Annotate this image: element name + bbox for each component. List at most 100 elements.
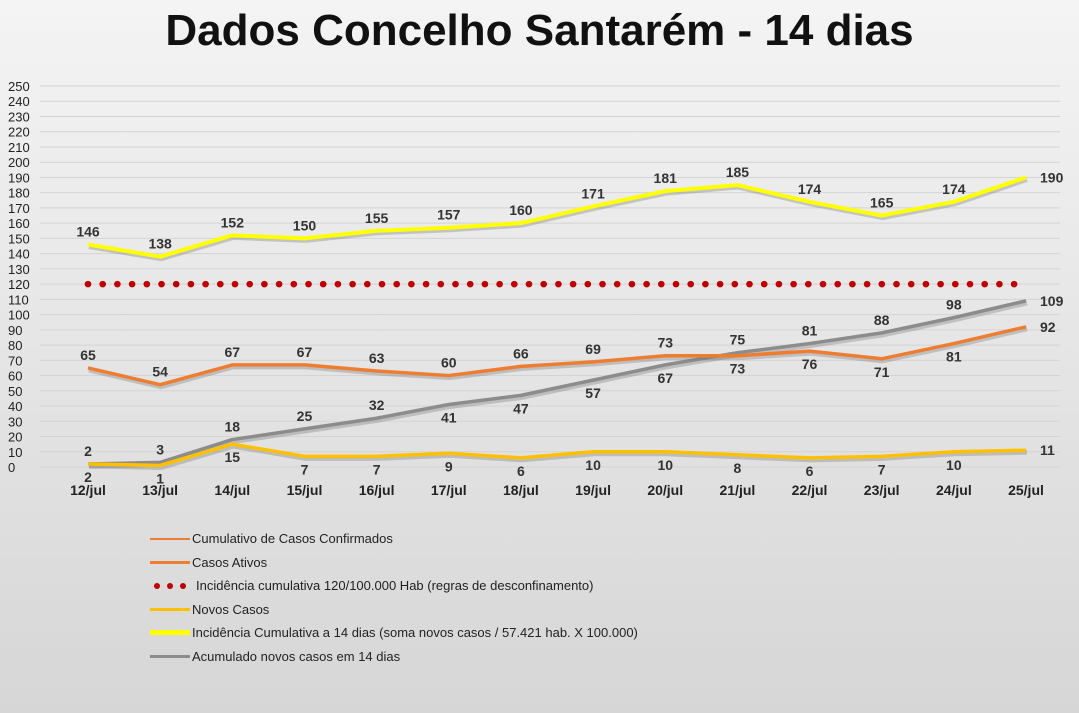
threshold-dot [84,280,92,288]
x-tick-label: 23/jul [864,482,900,498]
data-label: 32 [369,397,385,413]
threshold-dot [496,280,503,288]
y-tick-label: 220 [8,125,30,140]
data-label: 67 [297,344,313,360]
data-label: 7 [878,461,886,477]
threshold-dot [187,280,195,288]
data-label: 88 [874,312,890,328]
threshold-dot [819,280,827,288]
data-label: 73 [657,335,673,351]
threshold-dot [555,280,562,288]
data-label: 57 [585,385,601,401]
data-label: 6 [806,463,814,479]
x-tick-label: 13/jul [142,482,178,498]
data-label: 152 [221,214,245,230]
data-label: 155 [365,210,389,226]
y-tick-label: 10 [8,445,22,460]
y-tick-label: 170 [8,201,30,216]
threshold-dot [231,280,239,288]
threshold-dot [408,280,415,288]
y-tick-label: 100 [8,308,30,323]
data-label: 174 [798,181,822,197]
y-tick-label: 20 [8,430,22,445]
data-label: 18 [225,419,241,435]
y-tick-label: 240 [8,94,30,109]
threshold-dot [172,280,180,288]
legend-swatch [150,537,190,540]
data-label: 67 [225,344,241,360]
legend-item: Cumulativo de Casos Confirmados [150,527,638,551]
data-label: 109 [1040,293,1064,309]
data-label: 98 [946,297,962,313]
data-label: 67 [657,370,673,386]
threshold-dot [246,280,253,288]
data-label: 76 [802,356,818,372]
data-label: 10 [585,457,601,473]
x-tick-label: 19/jul [575,482,611,498]
data-label: 1 [156,470,164,486]
data-label: 63 [369,350,385,366]
threshold-dot [437,280,445,288]
threshold-dot [863,280,871,288]
threshold-dot [599,280,606,288]
data-label: 190 [1040,169,1064,185]
y-tick-label: 60 [8,369,22,384]
threshold-dot [628,280,636,288]
y-tick-label: 30 [8,414,22,429]
threshold-dot [569,280,577,288]
threshold-dot [643,280,650,288]
threshold-dot [952,280,959,288]
x-tick-label: 22/jul [792,482,828,498]
x-tick-label: 20/jul [647,482,683,498]
legend-swatch [150,630,190,636]
data-label: 71 [874,364,890,380]
data-label: 7 [373,461,381,477]
legend-label: Incidência Cumulativa a 14 dias (soma no… [192,625,638,641]
x-tick-label: 24/jul [936,482,972,498]
data-label: 69 [585,341,601,357]
data-label: 2 [84,469,92,485]
x-tick-label: 12/jul [70,482,106,498]
y-tick-label: 80 [8,338,22,353]
threshold-dot [716,280,724,288]
threshold-dot [805,280,812,288]
data-label: 160 [509,202,533,218]
data-label: 15 [225,449,241,465]
threshold-dot [511,280,518,288]
legend-swatch [150,582,194,589]
threshold-dot [202,280,209,288]
series-line [87,175,1027,259]
y-tick-label: 130 [8,262,30,277]
threshold-dot [452,280,459,288]
data-label: 10 [946,457,962,473]
threshold-dot [466,280,474,288]
data-label: 138 [148,236,172,252]
threshold-dot [746,280,753,288]
chart-title: Dados Concelho Santarém - 14 dias [165,6,914,55]
data-label: 10 [657,457,673,473]
y-tick-label: 230 [8,109,30,124]
y-tick-label: 70 [8,353,22,368]
legend-item: Novos Casos [150,598,638,622]
y-tick-label: 210 [8,140,30,155]
data-label: 54 [152,364,168,380]
x-tick-label: 21/jul [719,482,755,498]
y-tick-label: 140 [8,247,30,262]
legend: Cumulativo de Casos Confirmados Casos Ati… [150,527,638,668]
threshold-dot [290,280,298,288]
data-label: 2 [84,443,92,459]
legend-label: Casos Ativos [192,554,268,570]
series-shadow [88,326,1028,390]
data-label: 73 [730,361,746,377]
series-shadow [88,443,1028,470]
threshold-dot [305,280,312,288]
threshold-dot [922,280,930,288]
threshold-dot [878,280,886,288]
threshold-dot [584,280,592,288]
data-label: 60 [441,355,457,371]
threshold-dot [658,280,665,288]
y-tick-label: 40 [8,399,22,414]
data-label: 6 [517,463,525,479]
data-label: 181 [654,170,678,186]
y-tick-label: 110 [8,292,29,307]
